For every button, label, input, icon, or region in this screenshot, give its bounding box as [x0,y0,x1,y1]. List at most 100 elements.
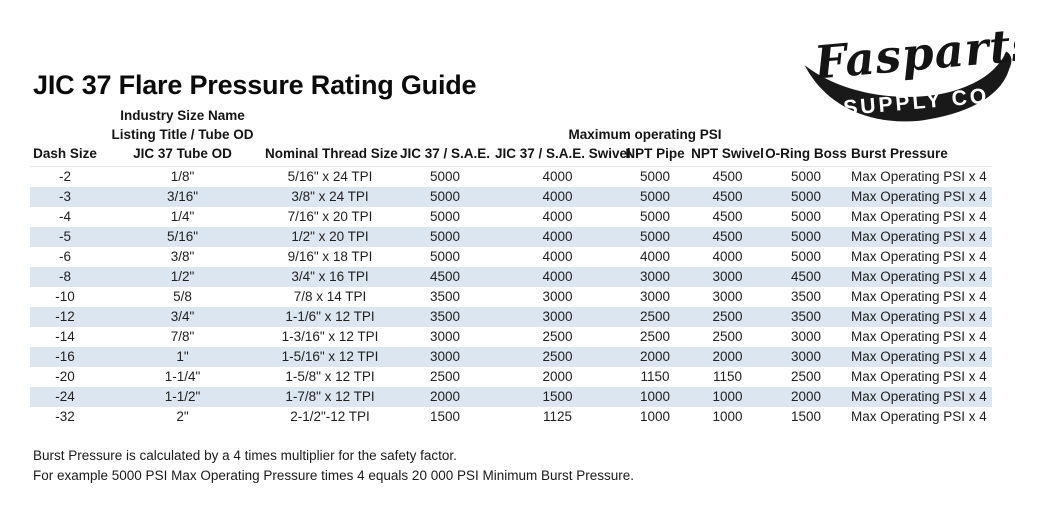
col-header-npt-pipe: NPT Pipe [625,146,685,161]
table-cell: 1-1/4" [164,369,201,384]
col-header-jic37-tube-od: JIC 37 Tube OD [133,146,232,161]
table-cell: -16 [55,349,75,364]
max-operating-psi-group-header: Maximum operating PSI [568,127,722,142]
col-header-burst-pressure: Burst Pressure [851,146,948,161]
table-cell: 2000 [790,389,822,404]
table-cell: 7/8" [170,329,195,344]
table-cell: Max Operating PSI x 4 [851,209,987,224]
table-row: -2 1/8" 5/16" x 24 TPI 5000 4000 5000 4500 5000… [30,167,992,187]
table-cell: 4000 [639,249,671,264]
table-row: -8 1/2" 3/4" x 16 TPI 4500 4000 3000 3000 4500 M… [30,267,992,287]
table-cell: 3500 [790,289,822,304]
table-cell: -5 [58,229,71,244]
footer-notes: Burst Pressure is calculated by a 4 time… [33,446,634,486]
listing-title-header: Listing Title / Tube OD [111,127,254,142]
table-cell: 4500 [712,209,743,224]
table-cell: 1000 [712,409,743,424]
table-cell: 2000 [712,349,743,364]
table-cell: 7/8 x 14 TPI [293,289,367,304]
fasparts-logo: Fasparts SUPPLY CO. [804,16,1015,122]
col-header-o-ring-boss: O-Ring Boss [765,146,847,161]
table-cell: 4500 [712,169,743,184]
table-cell: 4000 [542,269,573,284]
table-cell: Max Operating PSI x 4 [851,309,987,324]
table-cell: -24 [55,389,75,404]
table-cell: 3000 [712,269,743,284]
table-cell: 2000 [542,369,573,384]
rating-table: Industry Size Name Listing Title / Tube … [30,106,992,427]
table-cell: 4000 [542,169,573,184]
table-row: -32 2" 2-1/2"-12 TPI 1500 1125 1000 1000 1500 Ma… [30,407,992,427]
table-cell: 5000 [790,189,822,204]
table-cell: 3000 [639,269,671,284]
table-column-header-row: Dash Size JIC 37 Tube OD Nominal Thread … [30,144,992,163]
table-cell: 4000 [542,209,573,224]
table-cell: -2 [58,169,71,184]
page-title: JIC 37 Flare Pressure Rating Guide [33,70,477,100]
table-cell: Max Operating PSI x 4 [851,169,987,184]
table-cell: 1125 [542,409,573,424]
table-cell: 5000 [639,229,671,244]
industry-size-name-header: Industry Size Name [120,108,245,123]
table-cell: 2500 [639,309,671,324]
table-cell: 1150 [712,369,743,384]
table-cell: Max Operating PSI x 4 [851,289,987,304]
table-cell: 5000 [790,209,822,224]
table-cell: 4000 [542,189,573,204]
col-header-jic37-sae-swivel: JIC 37 / S.A.E. Swivel [495,146,631,161]
table-cell: 2500 [712,329,743,344]
table-row: -14 7/8" 1-3/16" x 12 TPI 3000 2500 2500 2500 3… [30,327,992,347]
table-cell: Max Operating PSI x 4 [851,389,987,404]
table-row: -16 1" 1-5/16" x 12 TPI 3000 2500 2000 2000 300… [30,347,992,367]
table-cell: 4000 [542,229,573,244]
table-cell: 2500 [542,329,573,344]
table-cell: 3000 [542,309,573,324]
table-cell: 4500 [712,189,743,204]
table-cell: Max Operating PSI x 4 [851,369,987,384]
table-cell: 1000 [639,409,671,424]
table-cell: -32 [55,409,75,424]
table-cell: Max Operating PSI x 4 [851,229,987,244]
table-cell: Max Operating PSI x 4 [851,189,987,204]
table-cell: Max Operating PSI x 4 [851,249,987,264]
table-cell: Max Operating PSI x 4 [851,269,987,284]
table-cell: 3500 [790,309,822,324]
table-cell: 1/2" x 20 TPI [291,229,369,244]
table-cell: 2000 [639,349,671,364]
table-cell: 3/4" [170,309,195,324]
table-cell: 9/16" x 18 TPI [287,249,373,264]
table-cell: 5/16" x 24 TPI [287,169,373,184]
footer-note-1: Burst Pressure is calculated by a 4 time… [33,448,457,463]
table-cell: 1500 [542,389,573,404]
table-cell: 3/4" x 16 TPI [291,269,369,284]
table-cell: 3000 [712,289,743,304]
table-cell: 3000 [542,289,573,304]
table-row: -3 3/16" 3/8" x 24 TPI 5000 4000 5000 4500 5000… [30,187,992,207]
table-cell: 4000 [542,249,573,264]
table-cell: 7/16" x 20 TPI [287,209,373,224]
table-cell: 5000 [429,169,461,184]
table-cell: 1-3/16" x 12 TPI [281,329,379,344]
table-cell: 3000 [429,329,461,344]
table-cell: 3/8" [170,249,195,264]
table-cell: 3000 [790,329,822,344]
table-cell: 2500 [429,369,461,384]
table-cell: -6 [58,249,71,264]
table-cell: 3/8" x 24 TPI [291,189,369,204]
table-row: -20 1-1/4" 1-5/8" x 12 TPI 2500 2000 1150 1150… [30,367,992,387]
table-cell: 1-7/8" x 12 TPI [285,389,375,404]
table-cell: -4 [58,209,71,224]
table-header-row-2: Listing Title / Tube OD Maximum operatin… [30,125,992,144]
table-cell: 4500 [429,269,461,284]
table-cell: 3500 [429,309,461,324]
table-cell: 3000 [639,289,671,304]
table-row: -4 1/4" 7/16" x 20 TPI 5000 4000 5000 4500 5000… [30,207,992,227]
table-cell: 1/8" [170,169,195,184]
table-cell: -20 [55,369,75,384]
table-cell: 3500 [429,289,461,304]
table-cell: 5000 [429,209,461,224]
table-cell: 5000 [790,229,822,244]
table-cell: -10 [55,289,75,304]
table-cell: 3/16" [166,189,199,204]
table-cell: 4000 [712,249,743,264]
